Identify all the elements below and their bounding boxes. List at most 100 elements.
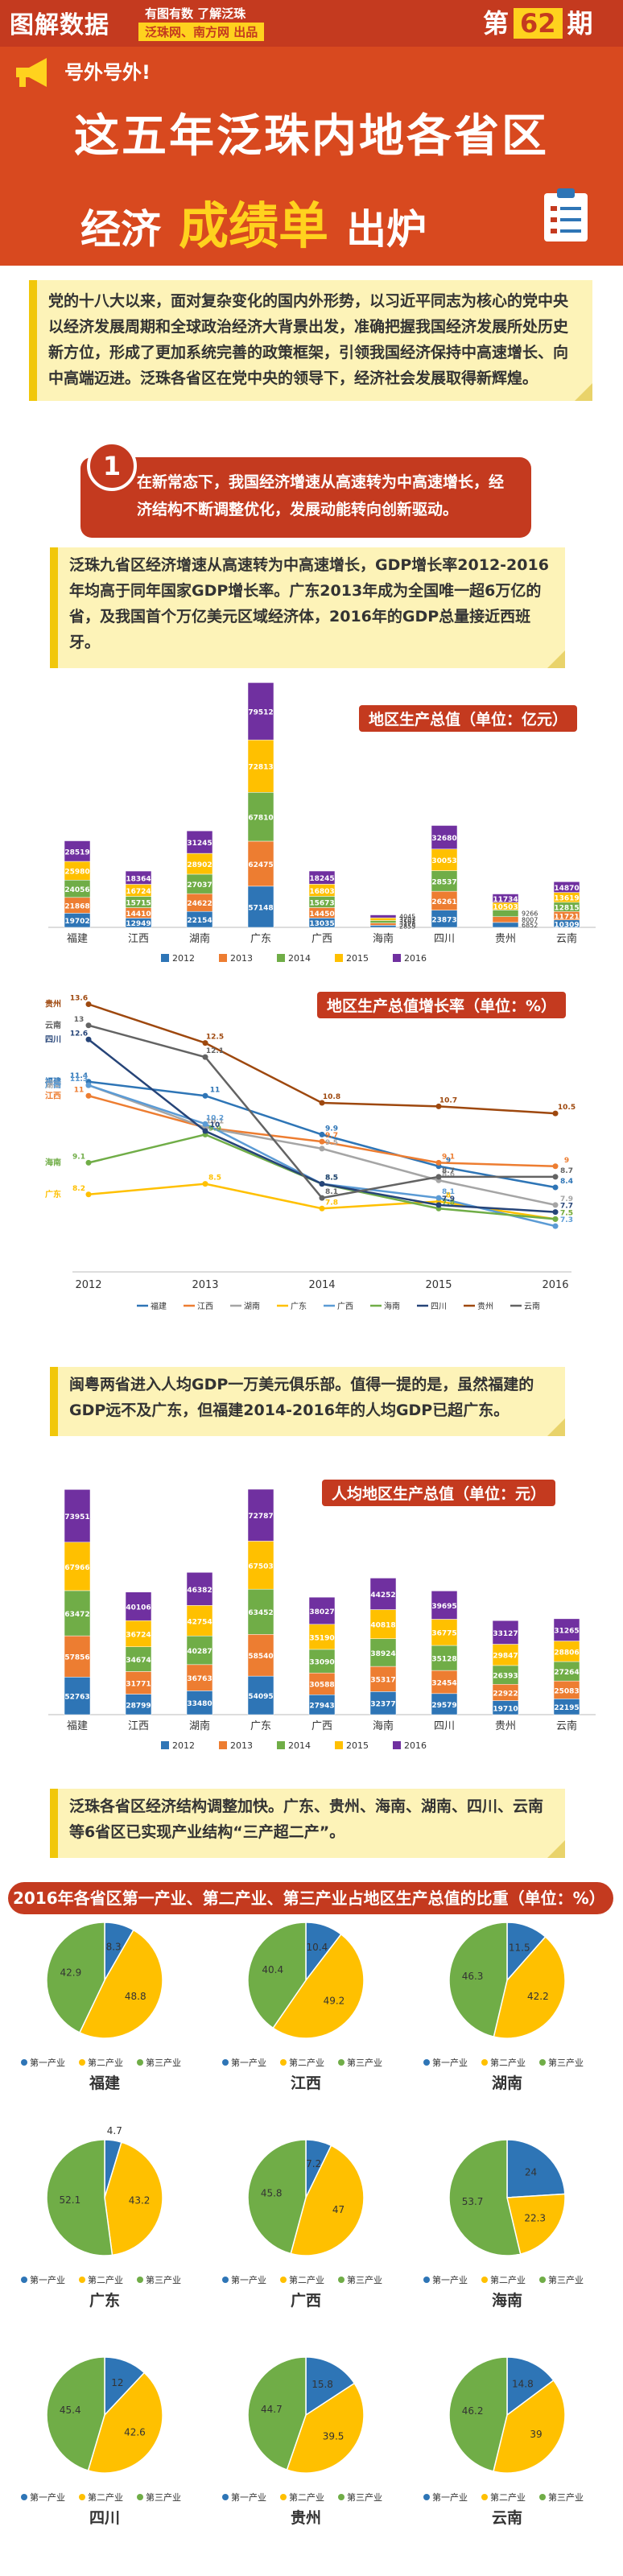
bar-segment [247,886,274,928]
data-label: 33127 [493,1630,518,1638]
legend-label: 江西 [197,1302,213,1311]
pie-slice [247,2139,307,2255]
data-point [85,1001,92,1007]
legend-swatch [481,2059,488,2066]
data-label: 24056 [64,886,89,894]
category-label: 海南 [373,1719,394,1732]
legend-label: 第三产业 [146,2491,181,2503]
legend-label: 第一产业 [432,2491,468,2503]
bar-segment [247,792,274,842]
pie-province-label: 江西 [291,2074,321,2092]
pie-slice [506,2139,566,2198]
data-label: 7.7 [560,1203,573,1211]
bar-segment [247,1488,274,1542]
logo: 图解数据 [10,11,109,39]
per-capita-chart-title: 人均地区生产总值（单位：元） [322,1480,556,1506]
bar-segment [553,1641,580,1662]
legend-swatch [222,2059,229,2066]
bar-segment [308,1695,336,1715]
bar-segment [186,1664,213,1691]
bar-segment [369,923,397,926]
pie-province-label: 福建 [89,2074,120,2092]
data-label: 8.5 [325,1174,338,1183]
slice-label: 48.8 [125,1991,146,2002]
data-label: 36763 [187,1675,212,1683]
legend-label: 第一产业 [432,2274,468,2285]
data-label: 6852 [522,922,538,929]
data-label: 29579 [431,1702,456,1710]
category-label: 福建 [67,1720,88,1732]
series-name: 江西 [45,1090,61,1100]
series-line [88,1183,556,1220]
data-label: 13619 [554,895,579,903]
legend-swatch [393,954,401,962]
slice-label: 45.8 [261,2187,283,2198]
legend-label: 2016 [404,1740,427,1751]
data-label: 9.1 [72,1153,85,1161]
data-label: 7.5 [560,1209,573,1217]
bar-segment [247,739,274,793]
data-label: 28902 [187,861,212,869]
slice-label: 49.2 [324,1995,345,2006]
bar-segment [369,1638,397,1667]
bar-segment [308,1596,336,1625]
legend-label: 2013 [230,1740,253,1751]
data-label: 25083 [554,1687,579,1695]
pie-slice [493,1935,566,2039]
category-label: 四川 [434,933,455,945]
data-label: 11.4 [70,1072,88,1080]
legend-swatch [481,2494,488,2500]
slice-label: 53.7 [462,2196,484,2207]
data-label: 11.3 [70,1075,88,1084]
data-point [319,1146,325,1152]
data-label: 67810 [248,815,273,823]
data-label: 29847 [493,1653,518,1661]
data-label: 33480 [187,1700,212,1708]
slice-label: 12 [111,2377,123,2388]
category-label: 江西 [128,1720,149,1732]
data-point [552,1209,559,1216]
legend-swatch [338,2059,345,2066]
data-point [552,1110,559,1117]
data-label: 22154 [187,917,212,925]
slice-label: 10.4 [307,1942,328,1953]
legend-swatch [222,2494,229,2500]
legend-swatch [79,2494,85,2500]
data-label: 3178 [399,921,415,928]
bar-segment [64,840,91,862]
legend-label: 第二产业 [88,2491,123,2503]
legend-swatch [21,2277,27,2283]
data-label: 11734 [493,896,518,904]
data-label: 62475 [248,861,273,869]
data-label: 14870 [554,885,579,893]
slice-label: 39.5 [323,2431,345,2442]
page-title-line2: 经济 成绩单 出炉 [80,196,427,255]
data-label: 7.9 [442,1195,455,1203]
category-label: 广西 [312,1720,332,1732]
series-line [88,1095,556,1167]
legend-label: 第二产业 [88,2274,123,2285]
bar-segment [369,920,397,923]
data-point [319,1100,325,1106]
data-label: 36724 [126,1631,151,1639]
legend-label: 广东 [291,1301,307,1311]
legend-swatch [21,2494,27,2500]
legend-swatch [161,1741,169,1749]
data-label: 10.5 [558,1104,576,1112]
legend-label: 湖南 [244,1301,260,1311]
bar-segment [553,1618,580,1641]
series-name: 贵州 [45,999,61,1009]
slice-label: 45.4 [60,2405,81,2416]
data-label: 57148 [248,904,273,912]
data-label: 36775 [431,1630,456,1638]
gdp-chart-title: 地区生产总值（单位：亿元） [359,705,578,732]
pie-slice [247,1922,307,2029]
series-name: 福建 [44,1076,62,1087]
data-label: 12.5 [206,1034,224,1042]
bar-segment [308,870,336,885]
data-point [202,1054,208,1060]
data-label: 28537 [431,878,456,886]
bar-segment [431,848,458,871]
data-label: 31771 [126,1680,151,1688]
